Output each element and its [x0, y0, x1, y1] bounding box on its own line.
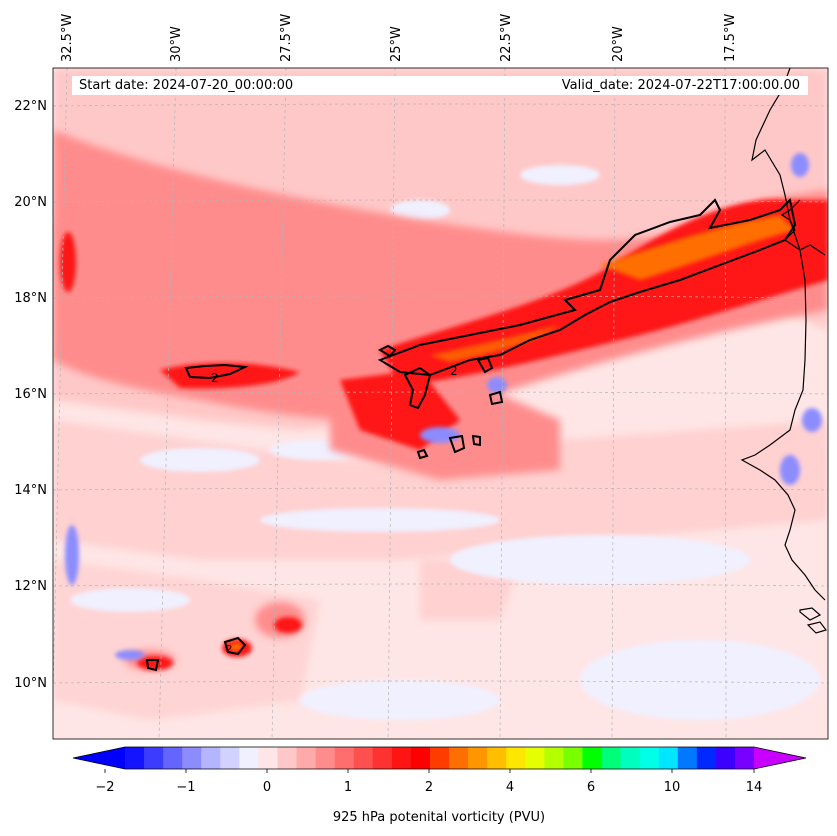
- colorbar-segment: [239, 747, 260, 769]
- colorbar-segment: [144, 747, 164, 769]
- colorbar-segment: [563, 747, 584, 769]
- colorbar-ticks: [104, 769, 755, 773]
- latitude-labels: 22°N 20°N 18°N 16°N 14°N 12°N 10°N: [14, 99, 47, 691]
- colorbar-segment: [315, 747, 336, 769]
- pv-2-contours: [145, 197, 797, 672]
- colorbar-segment: [734, 747, 755, 769]
- colorbar-segment: [163, 747, 183, 769]
- colorbar-segment: [353, 747, 374, 769]
- colorbar-tick-label: 4: [506, 780, 514, 795]
- colorbar-tick-label: 1: [344, 780, 352, 795]
- colorbar-tick-label: 6: [587, 780, 595, 795]
- pv-field: 2 2 2: [53, 68, 828, 739]
- lon-label: 20°W: [611, 26, 626, 62]
- colorbar-tick-labels: −2 −1 0 1 2 4 6 10 14: [95, 780, 762, 795]
- lat-label: 10°N: [14, 676, 47, 691]
- colorbar-tick-label: 0: [263, 780, 271, 795]
- map-frame: [52, 67, 829, 740]
- colorbar-segment: [715, 747, 736, 769]
- graticule: [53, 68, 828, 739]
- colorbar-segment: [468, 747, 488, 769]
- colorbar-segment: [182, 747, 202, 769]
- lon-label: 17.5°W: [723, 14, 738, 62]
- colorbar-segment: [696, 747, 717, 769]
- colorbar-segment: [429, 747, 450, 769]
- contour-label: 2: [450, 364, 458, 378]
- colorbar-tick-label: 2: [425, 780, 433, 795]
- lat-label: 16°N: [14, 387, 47, 402]
- contour-label: 2: [211, 371, 219, 385]
- colorbar-tick-label: 10: [664, 780, 681, 795]
- colorbar-segment: [334, 747, 355, 769]
- coastline: [740, 68, 827, 634]
- colorbar-segment: [582, 747, 603, 769]
- pv-orange-core: [230, 215, 795, 651]
- lon-label: 22.5°W: [499, 14, 514, 62]
- colorbar-segment: [544, 747, 564, 769]
- lat-label: 18°N: [14, 291, 47, 306]
- colorbar-over-arrow: [754, 747, 806, 769]
- contour-label: 2: [226, 644, 232, 655]
- colorbar-tick-label: −2: [95, 780, 114, 795]
- colorbar-segment: [601, 747, 622, 769]
- lat-label: 22°N: [14, 99, 47, 114]
- colorbar-segment: [639, 747, 660, 769]
- colorbar-segment: [449, 747, 469, 769]
- colorbar-segment: [201, 747, 221, 769]
- lon-label: 32.5°W: [60, 14, 75, 62]
- lon-label: 25°W: [389, 26, 404, 62]
- start-date-label: Start date: 2024-07-20_00:00:00: [79, 78, 294, 93]
- colorbar-segment: [506, 747, 526, 769]
- colorbar-segment: [125, 747, 145, 769]
- colorbar-outline: [72, 746, 807, 770]
- colorbar-segment: [487, 747, 507, 769]
- lon-label: 30°W: [169, 26, 184, 62]
- lat-label: 20°N: [14, 195, 47, 210]
- longitude-labels: 32.5°W 30°W 27.5°W 25°W 22.5°W 20°W 17.5…: [60, 14, 738, 62]
- colorbar-under-arrow: [73, 747, 125, 769]
- colorbar: −2 −1 0 1 2 4 6 10 14 925 hPa potenital …: [72, 746, 807, 825]
- colorbar-segments: [125, 747, 755, 769]
- colorbar-segment: [410, 747, 431, 769]
- lat-label: 14°N: [14, 483, 47, 498]
- colorbar-segment: [658, 747, 679, 769]
- colorbar-segment: [391, 747, 412, 769]
- valid-date-label: Valid_date: 2024-07-22T17:00:00.00: [561, 78, 800, 93]
- colorbar-segment: [277, 747, 298, 769]
- colorbar-tick-label: −1: [176, 780, 195, 795]
- lon-label: 27.5°W: [279, 14, 294, 62]
- colorbar-segment: [620, 747, 641, 769]
- colorbar-segment: [220, 747, 240, 769]
- colorbar-segment: [677, 747, 698, 769]
- colorbar-segment: [296, 747, 317, 769]
- colorbar-segment: [258, 747, 279, 769]
- lat-label: 12°N: [14, 579, 47, 594]
- colorbar-tick-label: 14: [746, 780, 763, 795]
- colorbar-label: 925 hPa potenital vorticity (PVU): [333, 810, 545, 825]
- colorbar-segment: [372, 747, 393, 769]
- date-header-box: [72, 76, 808, 95]
- colorbar-segment: [525, 747, 545, 769]
